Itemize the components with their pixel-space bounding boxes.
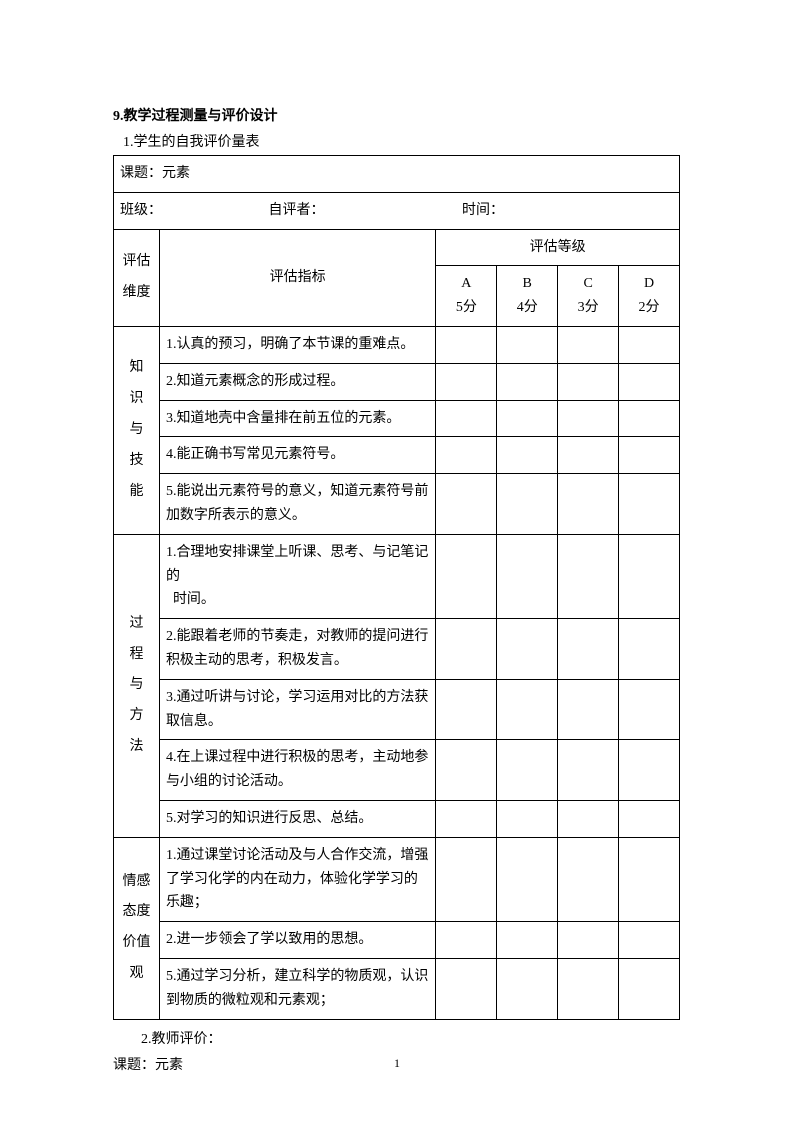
grade-cell (436, 326, 497, 363)
grade-cell (558, 326, 619, 363)
grade-cell (619, 534, 680, 618)
indicator-cell: 1.通过课堂讨论活动及与人合作交流，增强了学习化学的内在动力，体验化学学习的乐趣… (159, 837, 435, 921)
grade-cell (558, 800, 619, 837)
grade-cell (558, 740, 619, 801)
grade-cell (497, 400, 558, 437)
indicator-cell: 2.能跟着老师的节奏走，对教师的提问进行积极主动的思考，积极发言。 (159, 619, 435, 680)
grade-cell (558, 619, 619, 680)
grade-b-header: B4分 (497, 266, 558, 327)
grade-cell (558, 400, 619, 437)
grade-cell (619, 437, 680, 474)
grade-cell (558, 363, 619, 400)
indicator-cell: 1.认真的预习，明确了本节课的重难点。 (159, 326, 435, 363)
indicator-cell: 1.合理地安排课堂上听课、思考、与记笔记的 时间。 (159, 534, 435, 618)
grade-cell (619, 326, 680, 363)
info-row: 班级： 自评者： 时间： (114, 192, 680, 229)
indicator-cell: 3.知道地壳中含量排在前五位的元素。 (159, 400, 435, 437)
grade-cell (497, 619, 558, 680)
grade-cell (619, 363, 680, 400)
time-label: 时间： (462, 199, 504, 223)
grade-cell (558, 679, 619, 740)
grade-cell (558, 958, 619, 1019)
grade-group-header: 评估等级 (436, 229, 680, 266)
grade-cell (436, 534, 497, 618)
grade-cell (619, 958, 680, 1019)
grade-cell (436, 922, 497, 959)
grade-cell (436, 800, 497, 837)
evaluation-table: 课题：元素 班级： 自评者： 时间： 评估维度 评估指标 评估等级 A5分 B4… (113, 155, 680, 1020)
grade-cell (619, 922, 680, 959)
grade-cell (436, 958, 497, 1019)
grade-cell (619, 400, 680, 437)
class-label: 班级： (120, 199, 265, 223)
grade-cell (558, 922, 619, 959)
page-number: 1 (0, 1056, 794, 1071)
grade-cell (497, 363, 558, 400)
grade-cell (558, 474, 619, 535)
grade-cell (436, 400, 497, 437)
indicator-cell: 4.在上课过程中进行积极的思考，主动地参与小组的讨论活动。 (159, 740, 435, 801)
dimension-1: 知识与技能 (114, 326, 160, 534)
grade-cell (619, 740, 680, 801)
grade-cell (619, 619, 680, 680)
topic-row: 课题：元素 (114, 156, 680, 193)
evaluator-label: 自评者： (269, 199, 459, 223)
teacher-eval-label: 2.教师评价： (113, 1028, 681, 1048)
indicator-header: 评估指标 (159, 229, 435, 326)
grade-cell (497, 437, 558, 474)
grade-cell (497, 740, 558, 801)
dimension-2: 过程与方法 (114, 534, 160, 837)
grade-d-header: D2分 (619, 266, 680, 327)
indicator-cell: 2.进一步领会了学以致用的思想。 (159, 922, 435, 959)
grade-cell (619, 679, 680, 740)
sub-title: 1.学生的自我评价量表 (113, 131, 681, 151)
grade-cell (436, 619, 497, 680)
grade-cell (497, 922, 558, 959)
grade-cell (497, 958, 558, 1019)
grade-cell (619, 474, 680, 535)
section-title: 9.教学过程测量与评价设计 (113, 105, 681, 125)
dimension-3: 情感态度价值观 (114, 837, 160, 1019)
grade-cell (436, 679, 497, 740)
grade-cell (497, 800, 558, 837)
grade-cell (436, 437, 497, 474)
grade-cell (558, 534, 619, 618)
grade-cell (436, 474, 497, 535)
grade-cell (436, 363, 497, 400)
grade-cell (497, 837, 558, 921)
grade-cell (558, 837, 619, 921)
grade-cell (497, 474, 558, 535)
grade-a-header: A5分 (436, 266, 497, 327)
indicator-cell: 5.能说出元素符号的意义，知道元素符号前加数字所表示的意义。 (159, 474, 435, 535)
grade-cell (619, 837, 680, 921)
grade-c-header: C3分 (558, 266, 619, 327)
indicator-cell: 5.通过学习分析，建立科学的物质观，认识到物质的微粒观和元素观； (159, 958, 435, 1019)
grade-cell (497, 679, 558, 740)
grade-cell (497, 326, 558, 363)
grade-cell (558, 437, 619, 474)
grade-cell (436, 837, 497, 921)
indicator-cell: 5.对学习的知识进行反思、总结。 (159, 800, 435, 837)
grade-cell (436, 740, 497, 801)
indicator-cell: 2.知道元素概念的形成过程。 (159, 363, 435, 400)
dimension-header: 评估维度 (114, 229, 160, 326)
indicator-cell: 4.能正确书写常见元素符号。 (159, 437, 435, 474)
indicator-cell: 3.通过听讲与讨论，学习运用对比的方法获取信息。 (159, 679, 435, 740)
grade-cell (619, 800, 680, 837)
grade-cell (497, 534, 558, 618)
